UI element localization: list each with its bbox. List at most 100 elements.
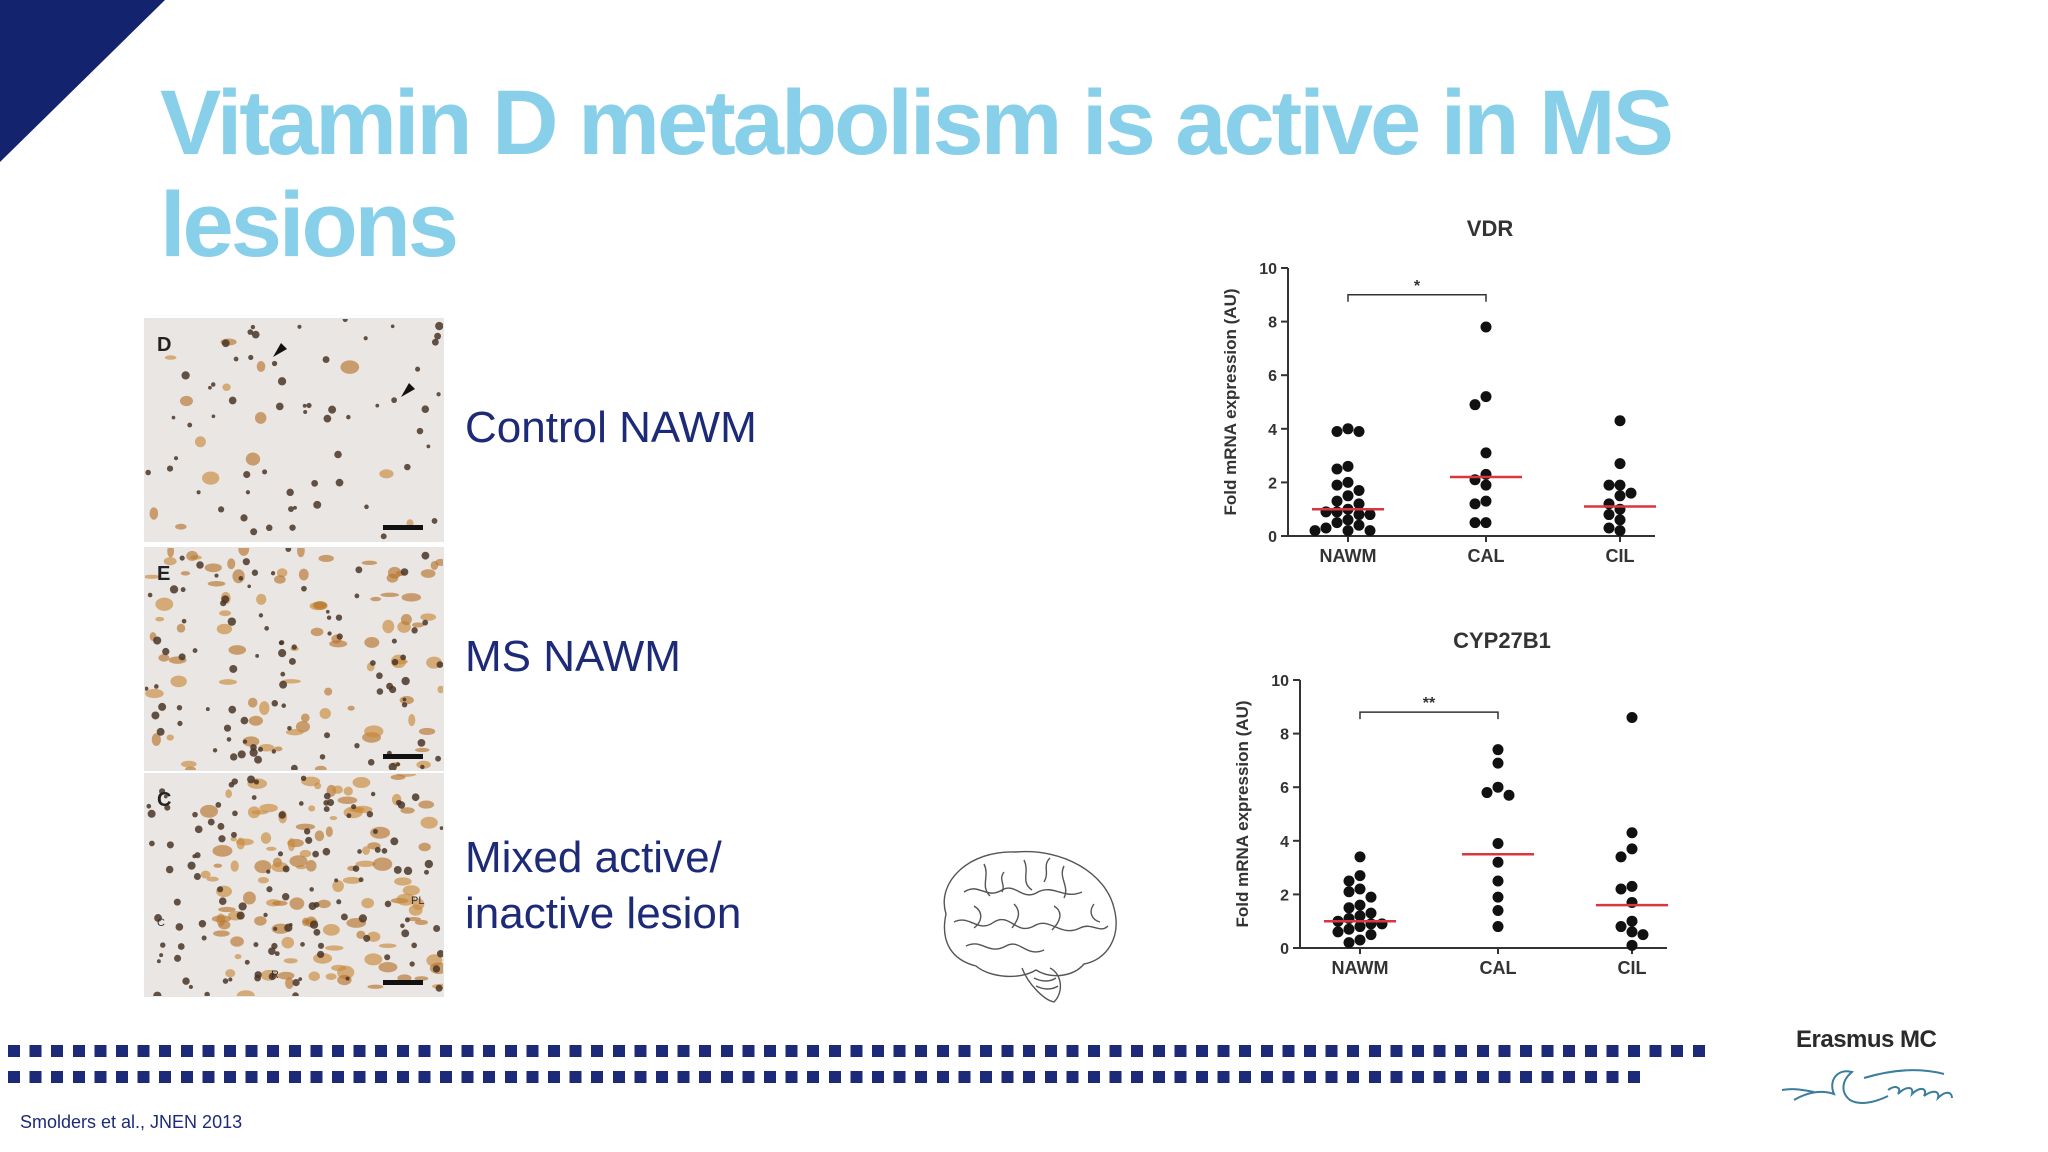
stained-cell	[194, 436, 206, 448]
cell-nucleus	[268, 947, 276, 955]
y-tick-label: 0	[1280, 941, 1289, 958]
stained-cell	[179, 395, 193, 407]
cell-nucleus	[366, 810, 374, 818]
cell-nucleus	[254, 974, 261, 982]
stained-cell	[325, 945, 344, 951]
cell-nucleus	[158, 702, 167, 711]
stained-cell	[408, 714, 416, 727]
cell-nucleus	[302, 403, 307, 408]
cell-nucleus	[217, 886, 224, 893]
y-axis-label: Fold mRNA expression (AU)	[1233, 700, 1252, 927]
stained-cell	[254, 412, 267, 424]
data-point	[1331, 463, 1343, 475]
cell-nucleus	[372, 829, 378, 834]
y-tick-label: 8	[1268, 315, 1277, 332]
cell-nucleus	[336, 633, 343, 640]
stained-cell	[180, 571, 191, 576]
cell-nucleus	[380, 533, 387, 540]
data-point	[1492, 744, 1504, 756]
cell-nucleus	[163, 794, 168, 799]
stained-cell	[289, 897, 305, 910]
cell-nucleus	[327, 631, 332, 636]
cell-nucleus	[354, 743, 360, 749]
data-point	[1614, 490, 1626, 502]
stained-cell	[380, 592, 400, 598]
data-point	[1626, 827, 1638, 839]
cell-nucleus	[266, 869, 271, 874]
data-point	[1615, 921, 1627, 933]
stained-cell	[236, 837, 245, 850]
data-point	[1480, 321, 1492, 333]
stained-cell	[218, 920, 231, 930]
data-point	[1480, 447, 1492, 459]
cell-nucleus	[243, 470, 251, 479]
stained-cell	[332, 785, 344, 794]
cell-nucleus	[228, 396, 237, 405]
data-point	[1365, 929, 1377, 941]
data-point	[1354, 899, 1366, 911]
data-point	[1331, 425, 1343, 437]
cell-nucleus	[266, 886, 273, 893]
cell-nucleus	[411, 942, 417, 949]
cell-nucleus	[162, 647, 170, 656]
stained-cell	[325, 973, 337, 981]
cell-nucleus	[424, 859, 434, 869]
stained-cell	[362, 846, 371, 855]
stained-cell	[412, 622, 424, 628]
data-point	[1332, 926, 1344, 938]
cell-nucleus	[192, 811, 198, 818]
stained-cell	[308, 805, 316, 812]
cell-nucleus	[352, 865, 360, 872]
cell-nucleus	[434, 332, 442, 340]
cell-nucleus	[317, 942, 325, 949]
cell-nucleus	[309, 920, 319, 929]
cell-nucleus	[301, 585, 307, 592]
stained-cell	[394, 877, 412, 886]
cell-nucleus	[403, 866, 413, 876]
stained-cell	[370, 596, 382, 602]
cell-nucleus	[159, 788, 166, 795]
data-point	[1309, 525, 1321, 537]
slide-title: Vitamin D metabolism is active in MS les…	[160, 72, 1674, 276]
stained-cell	[390, 774, 406, 780]
stained-cell	[370, 826, 391, 839]
cell-nucleus	[160, 942, 166, 948]
cell-nucleus	[374, 846, 381, 853]
citation: Smolders et al., JNEN 2013	[20, 1112, 243, 1132]
data-point	[1614, 479, 1626, 491]
cell-nucleus	[381, 848, 388, 854]
cell-nucleus	[326, 798, 335, 807]
cell-nucleus	[194, 825, 203, 834]
cell-nucleus	[404, 463, 411, 471]
cell-nucleus	[391, 638, 397, 644]
data-point	[1354, 921, 1366, 933]
data-point	[1480, 495, 1492, 507]
stained-cell	[200, 870, 211, 879]
cell-nucleus	[248, 354, 254, 361]
cell-nucleus	[357, 849, 362, 854]
cell-nucleus	[426, 444, 431, 449]
cell-nucleus	[188, 984, 193, 990]
y-tick-label: 2	[1280, 887, 1289, 904]
stained-cell	[313, 601, 327, 609]
stained-cell	[412, 898, 425, 910]
cell-nucleus	[159, 953, 164, 958]
stained-cell	[414, 976, 429, 981]
scale-bar	[383, 980, 423, 985]
cell-nucleus	[280, 671, 286, 677]
stained-cell	[378, 943, 397, 948]
x-tick-label: NAWM	[1332, 958, 1389, 978]
stained-cell	[364, 725, 384, 738]
panel-letter: D	[157, 334, 171, 356]
cell-nucleus	[145, 469, 151, 476]
cell-nucleus	[253, 942, 259, 948]
y-axis-label: Fold mRNA expression (AU)	[1221, 288, 1240, 515]
data-point	[1626, 843, 1638, 855]
data-point	[1625, 487, 1637, 499]
significance-bracket	[1347, 294, 1487, 302]
stained-cell	[372, 857, 393, 871]
cell-nucleus	[435, 984, 443, 992]
data-point	[1331, 495, 1343, 507]
cell-nucleus	[193, 873, 201, 881]
cell-nucleus	[286, 488, 294, 497]
